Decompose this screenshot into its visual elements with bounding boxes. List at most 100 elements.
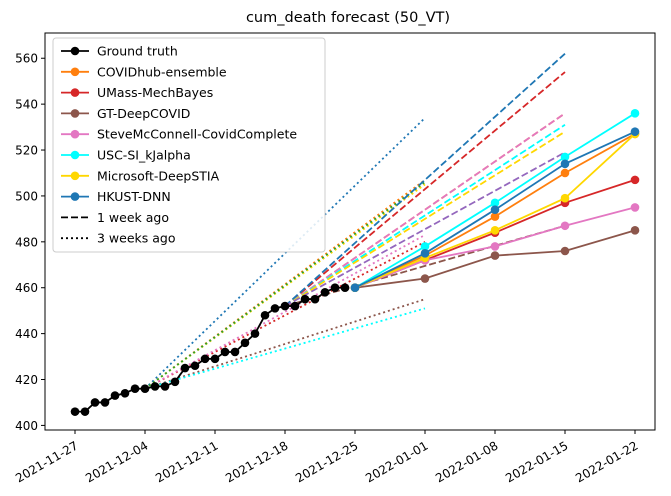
ground-truth-point (80, 407, 90, 416)
forecast-point (490, 198, 500, 208)
legend-marker (70, 171, 80, 181)
x-axis: 2021-11-27 2021-12-04 2021-12-11 2021-12-18… (13, 430, 641, 485)
legend-item: 1 week ago (61, 210, 169, 225)
ground-truth-point (290, 301, 300, 311)
ground-truth-point (300, 294, 310, 304)
legend-label: USC-SI_kJalpha (97, 148, 191, 163)
y-tick-label: 520 (15, 144, 38, 158)
legend-label: COVIDhub-ensemble (97, 64, 227, 79)
forecast-3-weeks-ago-line (144, 298, 426, 390)
legend-box (52, 37, 326, 253)
ground-truth-point (320, 288, 330, 297)
x-tick-label: 2022-01-01 (363, 438, 430, 485)
ground-truth-point (120, 388, 130, 398)
forecast-3-weeks-ago-line (144, 179, 426, 390)
plot-frame (44, 32, 656, 431)
ground-truth-point (240, 338, 250, 348)
forecast-point (560, 152, 570, 162)
y-tick-label: 500 (15, 189, 38, 203)
y-tick-label: 440 (15, 327, 38, 341)
forecast-1-week-ago-line (284, 130, 566, 307)
ground-truth-point (180, 363, 190, 373)
legend-label: SteveMcConnell-CovidComplete (97, 127, 297, 142)
forecast-point (560, 221, 570, 231)
x-tick-label: 2022-01-22 (573, 438, 640, 485)
ground-truth-point (110, 391, 120, 400)
y-tick-label: 540 (15, 98, 38, 112)
legend-label: Microsoft-DeepSTIA (97, 168, 220, 183)
ground-truth-point (220, 347, 230, 357)
forecast-point (420, 249, 430, 258)
x-tick-label: 2022-01-15 (503, 438, 570, 485)
forecast-point (420, 274, 430, 283)
ground-truth-point (210, 354, 220, 364)
legend-marker (70, 192, 80, 201)
legend-marker (70, 150, 80, 160)
ground-truth-point (270, 304, 280, 313)
ground-truth-point (200, 354, 210, 364)
legend-marker (70, 46, 80, 56)
ground-truth-point (250, 329, 260, 338)
y-tick-label: 480 (15, 235, 38, 249)
y-tick-label: 460 (15, 281, 38, 295)
y-tick-label: 420 (15, 373, 38, 387)
legend-item: COVIDhub-ensemble (61, 64, 227, 79)
forecast-point (420, 242, 430, 251)
legend: Ground truth COVIDhub-ensemble UMass-MechB… (52, 37, 326, 253)
ground-truth-point (230, 347, 240, 357)
legend-item: Ground truth (61, 44, 178, 59)
forecast-point (630, 175, 640, 185)
ground-truth-point (100, 398, 110, 407)
ground-truth-point (160, 382, 170, 391)
legend-item: GT-DeepCOVID (61, 106, 190, 121)
forecast-3-weeks-ago-line (144, 234, 426, 390)
forecast-point (490, 251, 500, 260)
forecast-point (350, 283, 360, 293)
legend-label: Ground truth (97, 44, 178, 59)
plot-area (70, 52, 640, 416)
ground-truth-point (260, 310, 270, 320)
ground-truth-point (90, 398, 100, 407)
forecast-1-week-ago-line (284, 52, 566, 307)
forecast-1-week-ago-line (284, 124, 566, 307)
forecast-point (560, 246, 570, 256)
ground-truth-point (340, 283, 350, 293)
legend-marker (70, 129, 80, 139)
forecast-point (560, 168, 570, 178)
forecast-point (630, 127, 640, 136)
forecast-point (630, 109, 640, 118)
legend-item: USC-SI_kJalpha (61, 148, 191, 163)
x-tick-label: 2022-01-08 (433, 438, 500, 485)
legend-label: GT-DeepCOVID (97, 106, 190, 121)
legend-item: HKUST-DNN (61, 189, 171, 204)
ground-truth-point (190, 361, 200, 371)
ground-truth-point (280, 301, 290, 311)
x-tick-label: 2021-12-18 (223, 438, 290, 485)
legend-marker (70, 67, 80, 77)
ground-truth-line (75, 286, 345, 413)
x-tick-label: 2021-12-04 (83, 438, 150, 485)
forecast-3-weeks-ago-line (144, 307, 426, 390)
chart-title: cum_death forecast (50_VT) (246, 10, 450, 26)
forecast-1-week-ago-line (284, 112, 566, 307)
ground-truth-point (330, 283, 340, 293)
legend-item: SteveMcConnell-CovidComplete (61, 127, 297, 142)
y-axis: 400 420 440 460 480 500 520 540 560 (15, 52, 45, 433)
forecast-point (560, 193, 570, 203)
legend-marker (70, 109, 80, 118)
forecast-point (630, 226, 640, 235)
forecast-point (490, 226, 500, 235)
forecast-1-week-ago-line (284, 71, 566, 307)
forecast-1-week-ago-line (284, 151, 566, 307)
ground-truth-point (310, 294, 320, 304)
legend-label: UMass-MechBayes (97, 85, 213, 100)
legend-label: 3 weeks ago (97, 231, 176, 246)
ground-truth-point (150, 382, 160, 391)
x-tick-label: 2021-12-25 (293, 438, 360, 485)
legend-item: UMass-MechBayes (61, 85, 213, 100)
ground-truth-point (70, 407, 80, 416)
forecast-point (490, 242, 500, 251)
legend-marker (70, 88, 80, 97)
ground-truth-point (140, 384, 150, 393)
